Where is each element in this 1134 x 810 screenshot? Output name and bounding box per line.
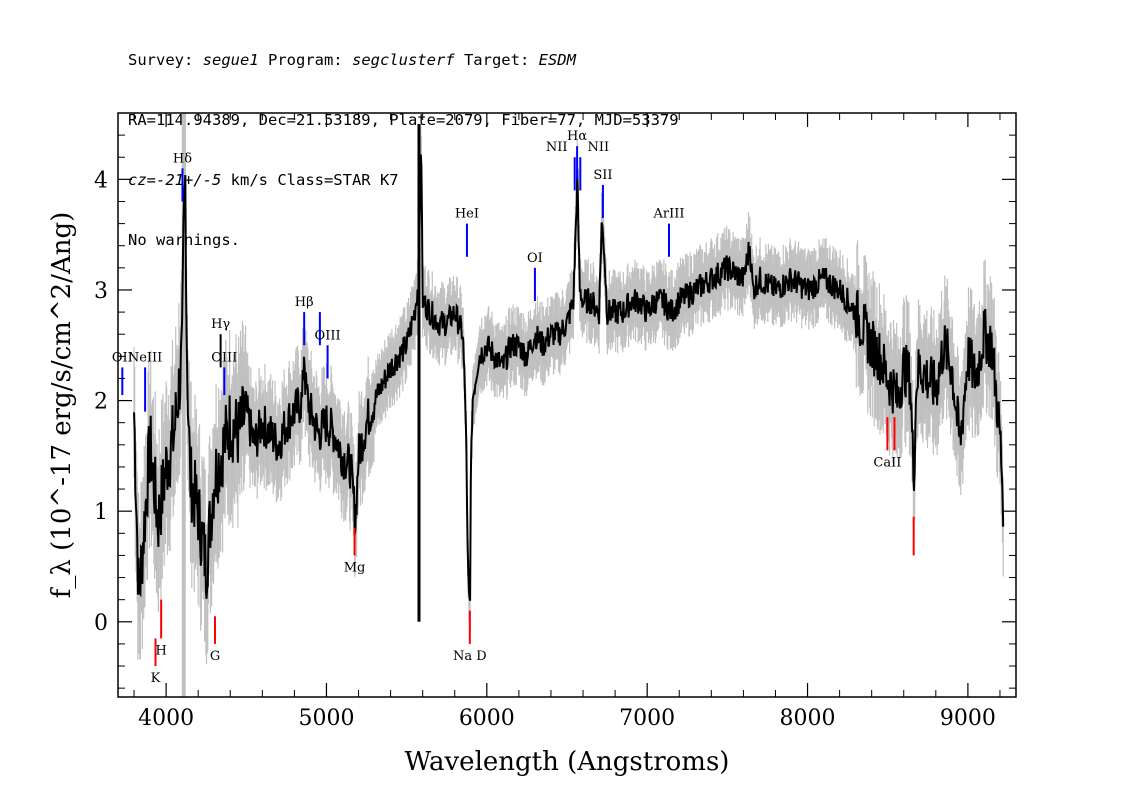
line-label-17: G bbox=[210, 649, 220, 664]
line-label-7: OIII bbox=[315, 328, 341, 343]
line-label-16: H bbox=[155, 643, 166, 658]
x-tick-label-4: 8000 bbox=[780, 706, 836, 731]
header-line-survey: Survey: segue1 Program: segclusterf Targ… bbox=[128, 50, 679, 70]
line-label-1: NeIII bbox=[128, 350, 162, 365]
redshift-segment-1: km/s Class=STAR K7 bbox=[221, 171, 399, 189]
survey-segment-3: segclusterf bbox=[351, 51, 455, 69]
line-label-12: NII bbox=[587, 140, 609, 155]
line-label-4: OIII bbox=[211, 350, 237, 365]
flux-error-band bbox=[133, 113, 1004, 664]
survey-segment-2: Program: bbox=[258, 51, 352, 69]
line-label-5: Hβ bbox=[295, 295, 314, 310]
y-axis-title: f_λ (10^-17 erg/s/cm^2/Ang) bbox=[47, 212, 77, 598]
survey-segment-1: segue1 bbox=[202, 51, 259, 69]
line-label-20: CaII bbox=[873, 455, 901, 470]
y-tick-label-2: 2 bbox=[94, 390, 108, 415]
flux-series-line bbox=[133, 154, 1005, 601]
line-label-8: HeI bbox=[455, 207, 479, 222]
survey-segment-5: ESDM bbox=[538, 51, 576, 69]
y-tick-label-3: 3 bbox=[94, 279, 108, 304]
y-tick-label-0: 0 bbox=[94, 611, 108, 636]
line-label-14: ArIII bbox=[652, 207, 684, 222]
redshift-segment-0: cz=-21+/-5 bbox=[128, 171, 222, 189]
y-tick-label-1: 1 bbox=[94, 500, 108, 525]
plot-frame bbox=[117, 112, 1017, 698]
y-tick-label-4: 4 bbox=[94, 168, 108, 193]
survey-segment-4: Target: bbox=[454, 51, 539, 69]
line-label-13: SII bbox=[593, 168, 612, 183]
line-label-3: Hγ bbox=[211, 317, 230, 332]
x-tick-label-0: 4000 bbox=[138, 706, 194, 731]
x-axis-title: Wavelength (Angstroms) bbox=[405, 747, 730, 777]
axes-group: 4000 5000 6000 7000 8000 9000 0 1 2 3 4 bbox=[94, 112, 1017, 731]
line-label-18: Mg bbox=[344, 560, 366, 575]
line-label-0: OII bbox=[112, 350, 133, 365]
spectrum-header: Survey: segue1 Program: segclusterf Targ… bbox=[128, 10, 679, 270]
line-label-11: Hα bbox=[567, 129, 587, 144]
line-label-19: Na D bbox=[453, 649, 487, 664]
x-tick-label-1: 5000 bbox=[298, 706, 354, 731]
header-line-redshift-class: cz=-21+/-5 km/s Class=STAR K7 bbox=[128, 170, 679, 190]
line-label-2: Hδ bbox=[173, 151, 192, 166]
line-label-10: NII bbox=[546, 140, 568, 155]
line-label-15: K bbox=[151, 671, 161, 686]
header-line-warnings: No warnings. bbox=[128, 231, 240, 249]
x-tick-label-3: 7000 bbox=[619, 706, 675, 731]
header-line-coordinates: RA=114.94389, Dec=21.53189, Plate=2079, … bbox=[128, 111, 679, 129]
x-tick-label-5: 9000 bbox=[940, 706, 996, 731]
line-label-9: OI bbox=[527, 251, 543, 266]
survey-segment-0: Survey: bbox=[128, 51, 203, 69]
flux-series-group bbox=[133, 124, 1005, 622]
error-band-group bbox=[133, 113, 1004, 697]
x-tick-label-2: 6000 bbox=[459, 706, 515, 731]
